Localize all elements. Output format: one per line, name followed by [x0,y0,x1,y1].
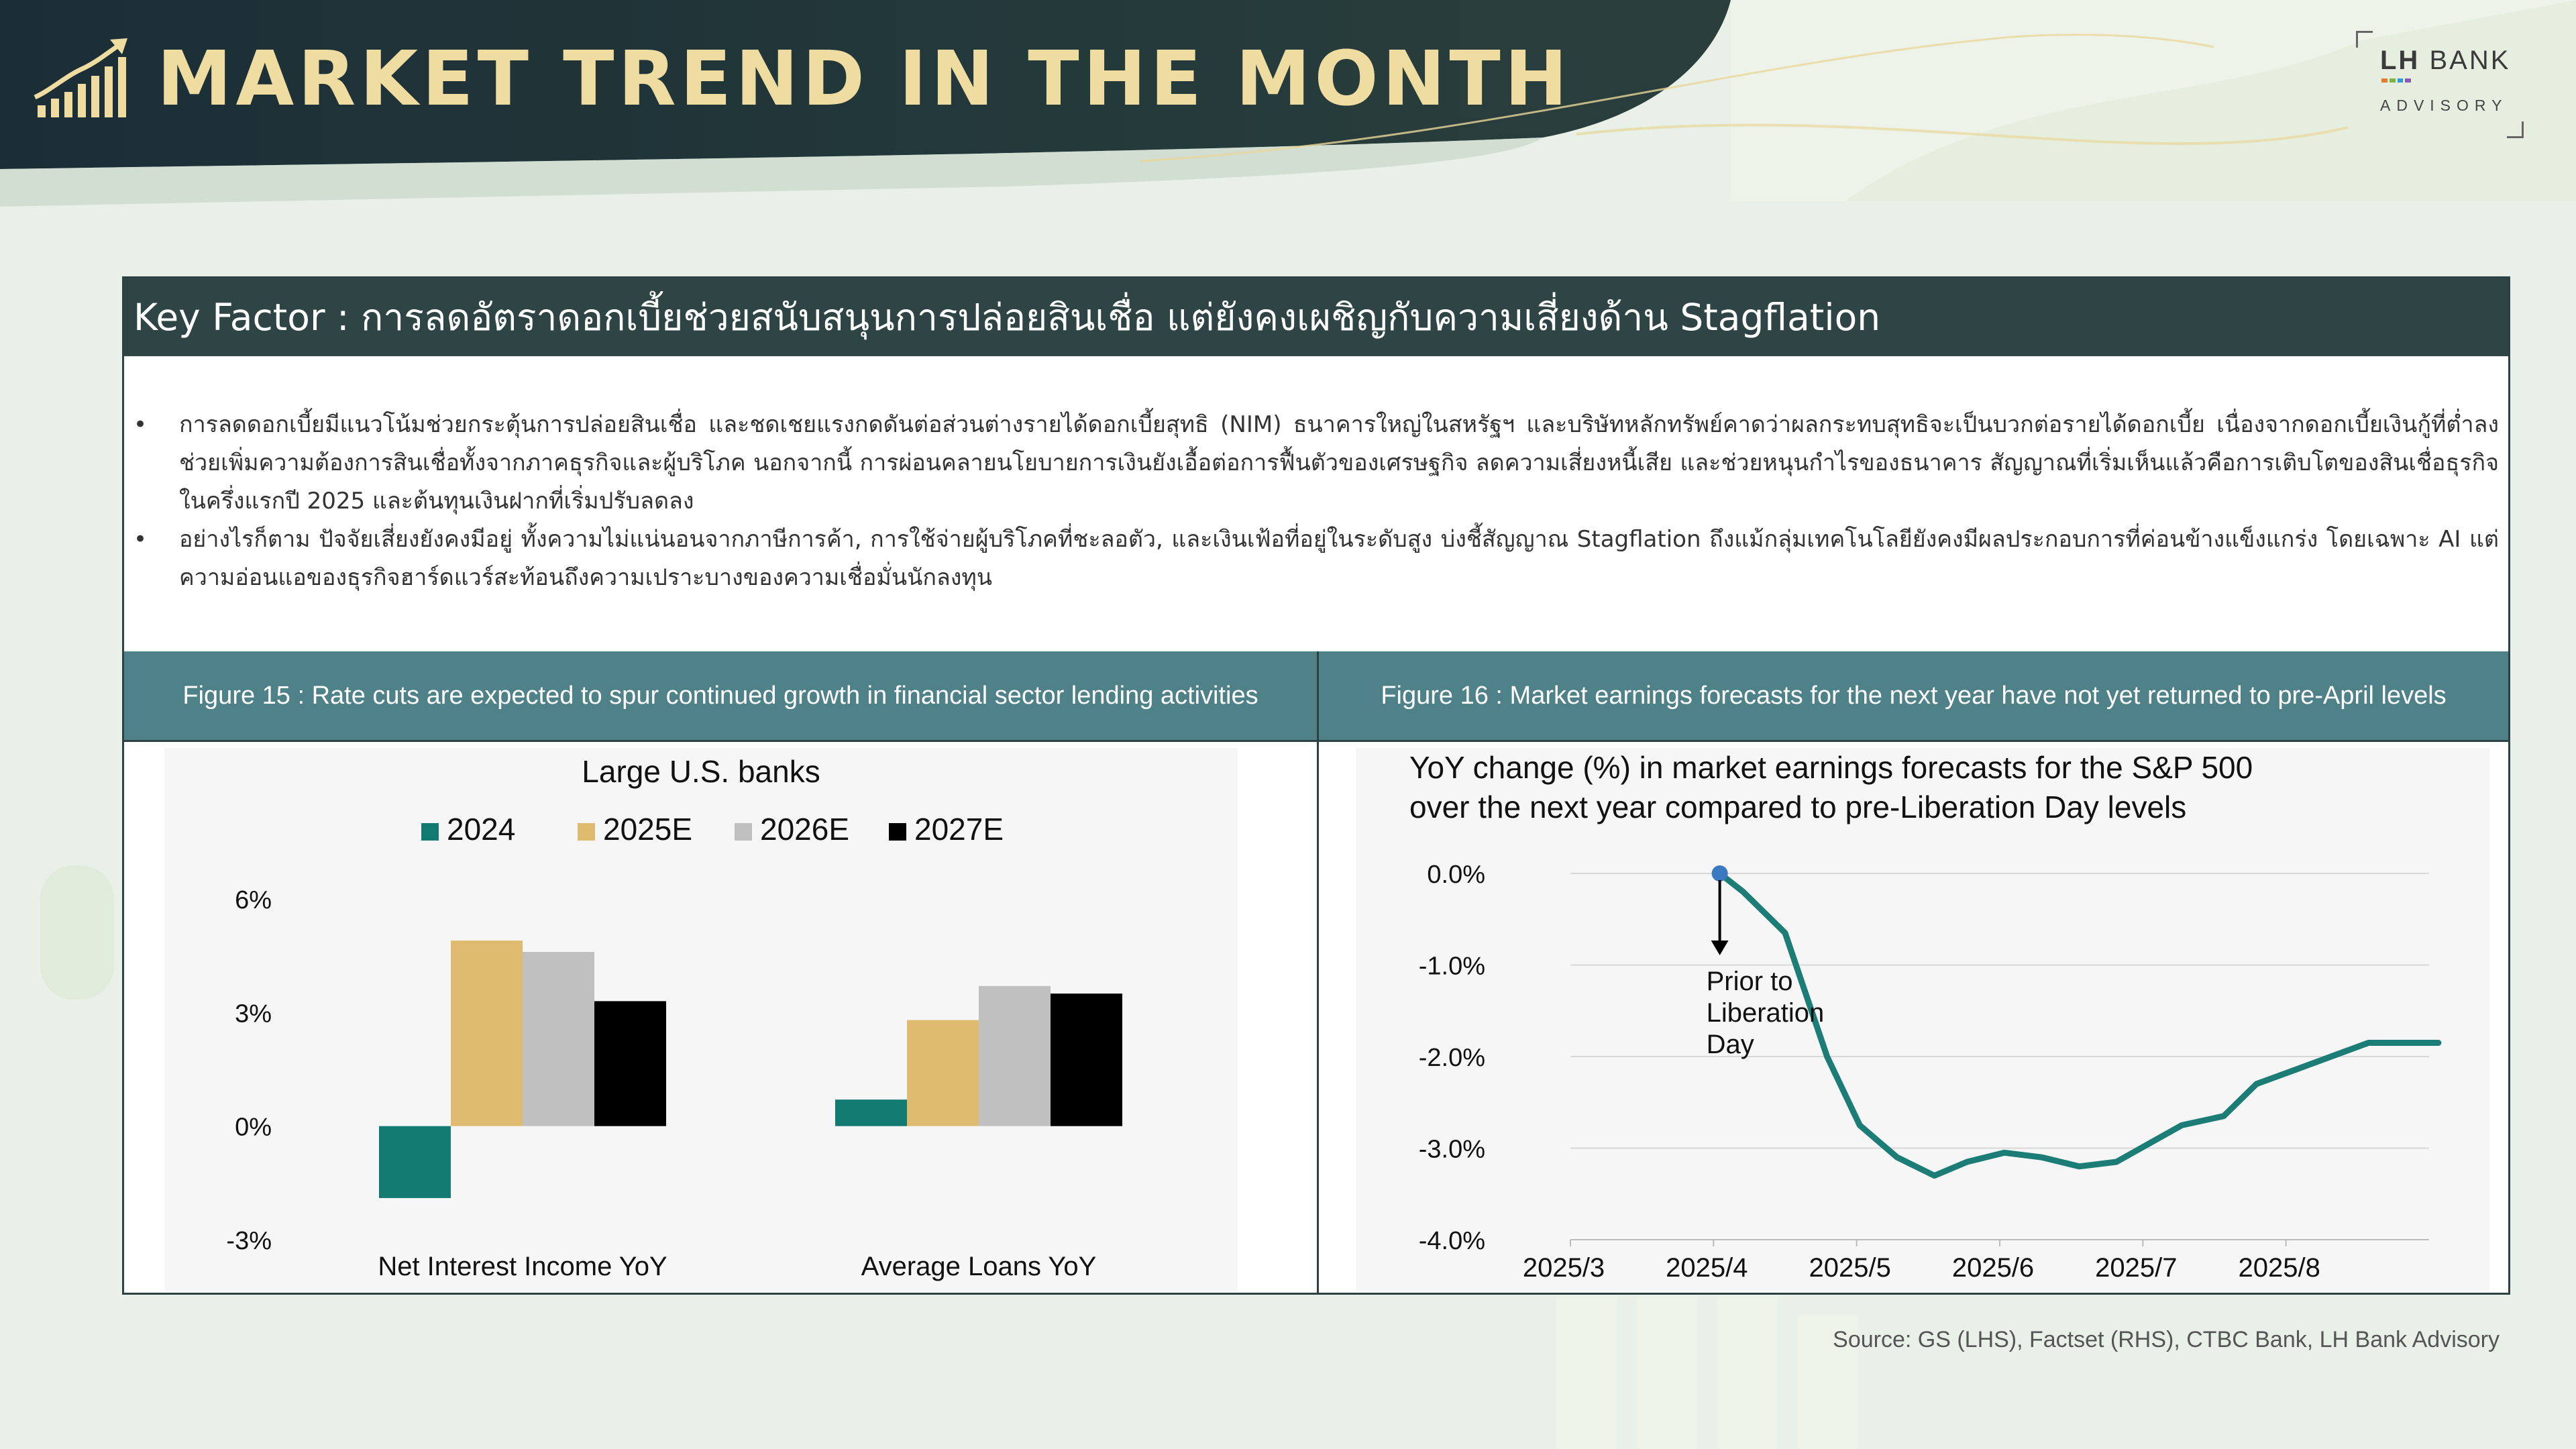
x-tick-label: 2025/8 [2238,1253,2320,1283]
bar-chart-large-us-banks: Large U.S. banks 2024 2025E 2026E 2027E 6% 3% 0… [164,748,1238,1291]
brand-name: LH BANK [2380,46,2510,76]
figure-16-caption: Figure 16 : Market earnings forecasts fo… [1381,681,2447,710]
y-tick-label: 3% [235,1000,272,1028]
divider-horizontal [124,740,2508,742]
y-tick-label: -3% [226,1227,272,1255]
legend-label: 2027E [914,812,1004,847]
y-tick-label: -2.0% [1419,1044,1485,1072]
series-line [1717,870,2442,1179]
x-tick-label: 2025/6 [1952,1253,2034,1283]
page-title: MARKET TREND IN THE MONTH [157,36,1572,123]
bar [451,941,523,1126]
y-tick-label: -3.0% [1419,1136,1485,1164]
annotation-arrow-head [1711,941,1729,955]
chart-title: YoY change (%) in market earnings foreca… [1409,750,2253,824]
bar [1051,994,1122,1126]
annotation-label: Day [1707,1030,1754,1059]
legend-label: 2026E [760,812,849,847]
x-category-label: Net Interest Income YoY [378,1252,667,1281]
bar [379,1126,451,1198]
figure-15-caption: Figure 15 : Rate cuts are expected to sp… [182,681,1258,710]
key-factor-bar: Key Factor : การลดอัตราดอกเบี้ยช่วยสนับส… [124,278,2508,356]
divider-vertical [1317,651,1319,1293]
bar [835,1099,907,1126]
growth-chart-icon [34,38,127,117]
legend-swatch [889,823,906,841]
y-tick-label: 6% [235,886,272,914]
x-tick-label: 2025/5 [1809,1253,1890,1283]
x-tick-label: 2025/7 [2095,1253,2177,1283]
annotation-marker [1711,865,1728,881]
content-panel: Key Factor : การลดอัตราดอกเบี้ยช่วยสนับส… [122,276,2510,1295]
brand-corner-bottom-right [2507,121,2524,138]
key-factor-bullets: การลดดอกเบี้ยมีแนวโน้มช่วยกระตุ้นการปล่อ… [124,406,2508,597]
bar [523,952,594,1126]
brand-bank: BANK [2429,46,2511,75]
legend-label: 2024 [447,812,515,847]
legend-label: 2025E [603,812,692,847]
chart-title: Large U.S. banks [582,754,820,789]
legend-swatch [578,823,595,841]
annotation-label: Prior to [1707,967,1793,996]
y-tick-label: -1.0% [1419,953,1485,981]
bar [979,985,1051,1126]
source-note: Source: GS (LHS), Factset (RHS), CTBC Ba… [1833,1327,2500,1352]
chart-background [1356,748,2489,1291]
legend-swatch [421,823,439,841]
brand-logo: LH BANK ADVISORY [2356,31,2524,138]
bar [594,1001,666,1126]
brand-subtitle: ADVISORY [2380,97,2508,114]
bullet-item: การลดดอกเบี้ยมีแนวโน้มช่วยกระตุ้นการปล่อ… [124,406,2508,521]
y-tick-label: 0% [235,1114,272,1142]
brand-corner-top-left [2356,31,2373,48]
bullet-item: อย่างไรก็ตาม ปัจจัยเสี่ยงยังคงมีอยู่ ทั้… [124,521,2508,597]
key-factor-title: Key Factor : การลดอัตราดอกเบี้ยช่วยสนับส… [133,295,1881,339]
annotation-label: Liberation [1707,998,1825,1028]
y-tick-label: 0.0% [1427,861,1485,889]
y-tick-label: -4.0% [1419,1227,1485,1255]
brand-lh: LH [2380,46,2420,75]
brand-color-dots [2381,78,2411,83]
x-category-label: Average Loans YoY [861,1252,1097,1281]
line-chart-earnings-forecast: YoY change (%) in market earnings foreca… [1356,748,2489,1291]
x-tick-label: 2025/3 [1523,1253,1605,1283]
figure-15-header: Figure 15 : Rate cuts are expected to sp… [124,651,1317,740]
legend-swatch [735,823,752,841]
bar [907,1020,979,1126]
header-band [0,0,2349,207]
x-tick-label: 2025/4 [1666,1253,1748,1283]
title-row: MARKET TREND IN THE MONTH [32,25,1571,133]
figure-16-header: Figure 16 : Market earnings forecasts fo… [1317,651,2508,740]
